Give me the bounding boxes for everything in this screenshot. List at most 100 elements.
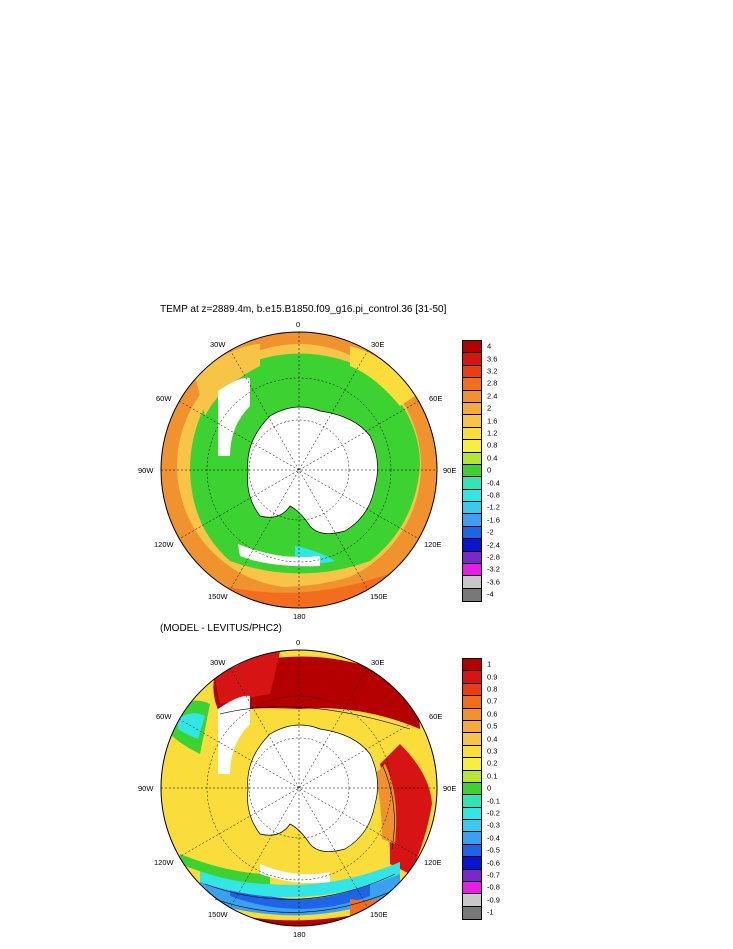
top-colorbar-swatch — [463, 341, 481, 354]
bottom-colorbar-label: -0.9 — [487, 895, 500, 905]
top-colorbar-swatch — [463, 551, 481, 565]
bottom-colorbar-label: -0.6 — [487, 858, 500, 868]
bottom-colorbar-swatch — [463, 782, 481, 796]
top-colorbar-swatch — [463, 452, 481, 465]
bottom-colorbar-label: 0.2 — [487, 758, 498, 768]
bottom-colorbar-label: -1 — [487, 907, 494, 917]
top-colorbar-label: 3.2 — [487, 366, 498, 376]
top-colorbar-label: -0.4 — [487, 478, 500, 488]
bottom-lon-90w: 90W — [138, 784, 154, 793]
bottom-colorbar-label: 0.6 — [487, 709, 498, 719]
top-colorbar-swatch — [463, 378, 481, 391]
top-lon-60e: 60E — [429, 394, 443, 403]
bottom-lon-30e: 30E — [371, 658, 385, 667]
bottom-colorbar-swatch — [463, 708, 481, 721]
top-colorbar — [462, 340, 482, 603]
bottom-lon-120e: 120E — [424, 858, 442, 867]
bottom-polar-map: 0 30E 60E 90E 120E 150E 180 150W 120W 90… — [120, 634, 470, 944]
bottom-colorbar-swatch — [463, 906, 481, 920]
top-colorbar-label: 1.2 — [487, 428, 498, 438]
bottom-lon-0: 0 — [296, 638, 301, 647]
top-colorbar-label: -3.6 — [487, 577, 500, 587]
top-polar-map: 0 30E 60E 90E 120E 150E 180 150W 120W 90… — [120, 316, 470, 626]
bottom-lon-30w: 30W — [210, 658, 226, 667]
top-colorbar-label: -1.6 — [487, 515, 500, 525]
bottom-colorbar-swatch — [463, 683, 481, 697]
bottom-colorbar-swatch — [463, 820, 481, 833]
top-colorbar-label: 0 — [487, 465, 492, 475]
top-colorbar-swatch — [463, 402, 481, 416]
top-colorbar-label: 2.8 — [487, 378, 498, 388]
top-lon-60w: 60W — [156, 394, 172, 403]
top-colorbar-swatch — [463, 415, 481, 428]
top-colorbar-swatch — [463, 365, 481, 379]
top-lon-150w: 150W — [208, 592, 228, 601]
bottom-colorbar-label: 0 — [487, 783, 492, 793]
bottom-colorbar-label: -0.7 — [487, 870, 500, 880]
top-colorbar-swatch — [463, 564, 481, 577]
top-colorbar-label: 0.4 — [487, 453, 498, 463]
antarctica-landmass-bottom — [247, 724, 378, 852]
bottom-colorbar-swatch — [463, 832, 481, 845]
bottom-colorbar-swatch — [463, 770, 481, 783]
bottom-colorbar-swatch — [463, 659, 481, 672]
top-colorbar-swatch — [463, 477, 481, 490]
top-colorbar-label: 0.8 — [487, 440, 498, 450]
top-colorbar-swatch — [463, 440, 481, 453]
top-colorbar-label: 1.6 — [487, 416, 498, 426]
bottom-colorbar-swatch — [463, 733, 481, 746]
bottom-colorbar-swatch — [463, 758, 481, 771]
bottom-colorbar-swatch — [463, 671, 481, 684]
bottom-lon-150e: 150E — [370, 910, 388, 919]
top-panel-title: TEMP at z=2889.4m, b.e15.B1850.f09_g16.p… — [160, 304, 447, 315]
bottom-lon-90e: 90E — [443, 784, 457, 793]
top-colorbar-label: -4 — [487, 589, 494, 599]
bottom-colorbar-label: 0.7 — [487, 696, 498, 706]
bottom-colorbar-label: 0.1 — [487, 771, 498, 781]
bottom-colorbar-swatch — [463, 807, 481, 821]
top-lon-0: 0 — [296, 320, 301, 329]
top-colorbar-label: 2 — [487, 403, 492, 413]
top-colorbar-swatch — [463, 489, 481, 503]
bottom-colorbar — [462, 658, 482, 921]
top-lon-30w: 30W — [210, 340, 226, 349]
bottom-colorbar-swatch — [463, 857, 481, 870]
bottom-colorbar-swatch — [463, 882, 481, 895]
top-colorbar-swatch — [463, 390, 481, 403]
top-lon-90w: 90W — [138, 466, 154, 475]
top-colorbar-swatch — [463, 526, 481, 540]
antarctica-landmass — [247, 406, 378, 534]
bottom-colorbar-label: -0.3 — [487, 820, 500, 830]
bottom-colorbar-labels: 1 0.9 0.8 0.7 0.6 0.5 0.4 0.3 0.2 0.1 0 -0.1 -0.2 -0.… — [487, 658, 517, 918]
top-map-boundary — [160, 331, 438, 609]
top-colorbar-swatch — [463, 539, 481, 552]
bottom-map-boundary — [160, 649, 438, 927]
bottom-panel-title: (MODEL - LEVITUS/PHC2) — [160, 623, 282, 634]
bottom-colorbar-label: 0.9 — [487, 672, 498, 682]
bottom-colorbar-label: -0.5 — [487, 845, 500, 855]
bottom-colorbar-label: -0.4 — [487, 833, 500, 843]
top-colorbar-label: -0.8 — [487, 490, 500, 500]
top-colorbar-label: 2.4 — [487, 391, 498, 401]
bottom-colorbar-swatch — [463, 720, 481, 734]
top-colorbar-label: 3.6 — [487, 354, 498, 364]
top-colorbar-label: -1.2 — [487, 502, 500, 512]
bottom-colorbar-swatch — [463, 745, 481, 759]
bottom-lon-60e: 60E — [429, 712, 443, 721]
bottom-colorbar-label: 0.8 — [487, 684, 498, 694]
top-colorbar-label: -2.4 — [487, 540, 500, 550]
top-lon-120w: 120W — [154, 540, 174, 549]
bottom-colorbar-swatch — [463, 795, 481, 808]
top-colorbar-swatch — [463, 514, 481, 527]
top-colorbar-label: -2.8 — [487, 552, 500, 562]
bottom-colorbar-swatch — [463, 844, 481, 858]
top-colorbar-swatch — [463, 576, 481, 589]
bottom-lon-150w: 150W — [208, 910, 228, 919]
bottom-colorbar-label: -0.2 — [487, 808, 500, 818]
bottom-colorbar-label: -0.1 — [487, 796, 500, 806]
top-lon-30e: 30E — [371, 340, 385, 349]
top-colorbar-swatch — [463, 464, 481, 478]
top-colorbar-swatch — [463, 502, 481, 515]
bottom-colorbar-label: 0.4 — [487, 734, 498, 744]
bottom-colorbar-label: -0.8 — [487, 882, 500, 892]
